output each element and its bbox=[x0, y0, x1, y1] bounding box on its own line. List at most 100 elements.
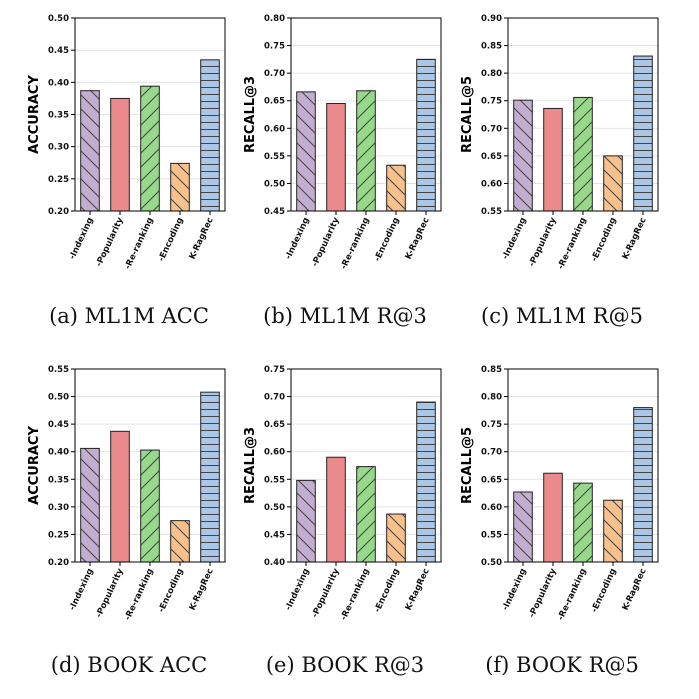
x-tick-label: -Re-ranking bbox=[556, 216, 589, 271]
x-tick-label: -Popularity bbox=[310, 567, 342, 620]
y-tick-label: 0.70 bbox=[264, 69, 285, 79]
bar-k-ragrec bbox=[633, 407, 653, 563]
x-tick-label: -Re-ranking bbox=[339, 216, 372, 271]
y-tick-label: 0.85 bbox=[481, 365, 502, 375]
y-axis-label: RECALL@5 bbox=[460, 76, 475, 153]
chart-panel-1: 0.20 0.25 0.30 0.35 0.40 0.45 0.50 -Indexing-Po… bbox=[27, 14, 226, 328]
chart-panel-2: 0.45 0.50 0.55 0.60 0.65 0.70 0.75 0.80 -Indexin… bbox=[243, 14, 442, 328]
panel-caption: (a) ML1M ACC bbox=[49, 304, 209, 328]
bar-indexing bbox=[296, 479, 316, 563]
x-tick-label: -Indexing bbox=[501, 567, 529, 612]
y-tick-label: 0.50 bbox=[48, 14, 69, 24]
axes-frame bbox=[74, 368, 226, 563]
y-tick-label: 0.55 bbox=[48, 365, 69, 375]
y-tick-label: 0.55 bbox=[264, 475, 285, 485]
y-tick-label: 0.40 bbox=[264, 558, 285, 568]
x-tick-label: K-RagRec bbox=[404, 567, 432, 612]
x-tick-label: -Encoding bbox=[373, 216, 402, 263]
bar-re-ranking bbox=[573, 96, 593, 212]
axes-frame bbox=[507, 17, 659, 212]
bar-re-ranking bbox=[356, 466, 376, 563]
y-tick-label: 0.70 bbox=[481, 448, 502, 458]
x-tick-label: -Indexing bbox=[501, 216, 529, 261]
y-tick-label: 0.90 bbox=[481, 14, 502, 24]
x-tick-label: -Encoding bbox=[590, 567, 619, 614]
bar-indexing bbox=[513, 99, 533, 212]
x-tick-label: K-RagRec bbox=[621, 567, 649, 612]
axes-frame bbox=[290, 17, 442, 212]
y-tick-label: 0.20 bbox=[48, 558, 69, 568]
y-tick-label: 0.60 bbox=[264, 124, 285, 134]
y-tick-label: 0.30 bbox=[48, 503, 69, 513]
y-tick-label: 0.65 bbox=[264, 97, 285, 107]
y-tick-label: 0.40 bbox=[48, 448, 69, 458]
y-tick-label: 0.65 bbox=[264, 420, 285, 430]
y-axis-label: ACCURACY bbox=[27, 75, 42, 154]
y-tick-label: 0.80 bbox=[264, 14, 285, 24]
y-tick-label: 0.55 bbox=[264, 152, 285, 162]
chart-panel-3: 0.55 0.60 0.65 0.70 0.75 0.80 0.85 0.90 -Indexin… bbox=[460, 14, 659, 328]
x-tick-label: -Encoding bbox=[157, 567, 186, 614]
y-tick-label: 0.50 bbox=[264, 179, 285, 189]
y-tick-label: 0.65 bbox=[481, 475, 502, 485]
y-tick-label: 0.40 bbox=[48, 78, 69, 88]
y-tick-label: 0.75 bbox=[481, 420, 502, 430]
y-tick-label: 0.50 bbox=[481, 558, 502, 568]
axes-frame bbox=[507, 368, 659, 563]
y-tick-label: 0.50 bbox=[48, 393, 69, 403]
x-tick-label: -Popularity bbox=[94, 567, 126, 620]
y-tick-label: 0.55 bbox=[481, 207, 502, 217]
bar-k-ragrec bbox=[200, 59, 220, 212]
bar-encoding bbox=[603, 499, 623, 563]
y-tick-label: 0.25 bbox=[48, 175, 69, 185]
y-tick-label: 0.60 bbox=[481, 503, 502, 513]
x-tick-label: -Re-ranking bbox=[339, 567, 372, 622]
bar-indexing bbox=[80, 447, 100, 563]
panel-caption: (c) ML1M R@5 bbox=[481, 304, 643, 328]
bar-encoding bbox=[386, 513, 406, 563]
bar-indexing bbox=[513, 491, 533, 563]
bar-k-ragrec bbox=[633, 55, 653, 212]
y-tick-label: 0.35 bbox=[48, 475, 69, 485]
axes-frame bbox=[290, 368, 442, 563]
y-tick-label: 0.75 bbox=[264, 365, 285, 375]
y-tick-label: 0.25 bbox=[48, 530, 69, 540]
bar-encoding bbox=[170, 162, 190, 212]
x-tick-label: -Popularity bbox=[527, 216, 559, 269]
y-tick-label: 0.45 bbox=[264, 530, 285, 540]
bar-re-ranking bbox=[356, 90, 376, 212]
y-tick-label: 0.55 bbox=[481, 530, 502, 540]
y-tick-label: 0.65 bbox=[481, 152, 502, 162]
axes-frame bbox=[74, 17, 226, 212]
chart-panel-5: 0.40 0.45 0.50 0.55 0.60 0.65 0.70 0.75 -Indexin… bbox=[243, 365, 442, 677]
y-tick-label: 0.45 bbox=[264, 207, 285, 217]
y-tick-label: 0.35 bbox=[48, 111, 69, 121]
y-axis-label: ACCURACY bbox=[27, 426, 42, 505]
bar-popularity bbox=[543, 107, 563, 212]
y-tick-label: 0.75 bbox=[481, 97, 502, 107]
y-tick-label: 0.80 bbox=[481, 393, 502, 403]
bar-encoding bbox=[386, 164, 406, 212]
bar-k-ragrec bbox=[200, 391, 220, 563]
x-tick-label: -Re-ranking bbox=[556, 567, 589, 622]
y-tick-label: 0.75 bbox=[264, 42, 285, 52]
bar-re-ranking bbox=[573, 482, 593, 563]
y-tick-label: 0.45 bbox=[48, 420, 69, 430]
y-axis-label: RECALL@3 bbox=[243, 76, 258, 153]
x-tick-label: -Encoding bbox=[157, 216, 186, 263]
bar-encoding bbox=[603, 155, 623, 212]
y-tick-label: 0.30 bbox=[48, 143, 69, 153]
x-tick-label: K-RagRec bbox=[621, 216, 649, 261]
bar-popularity bbox=[326, 102, 346, 212]
y-tick-label: 0.70 bbox=[264, 393, 285, 403]
bar-re-ranking bbox=[140, 449, 160, 563]
panel-caption: (e) BOOK R@3 bbox=[266, 653, 424, 677]
bar-popularity bbox=[110, 97, 130, 212]
y-axis-label: RECALL@3 bbox=[243, 427, 258, 504]
x-tick-label: K-RagRec bbox=[188, 567, 216, 612]
y-tick-label: 0.85 bbox=[481, 42, 502, 52]
x-tick-label: -Re-ranking bbox=[123, 567, 156, 622]
x-tick-label: -Encoding bbox=[373, 567, 402, 614]
y-tick-label: 0.60 bbox=[481, 179, 502, 189]
